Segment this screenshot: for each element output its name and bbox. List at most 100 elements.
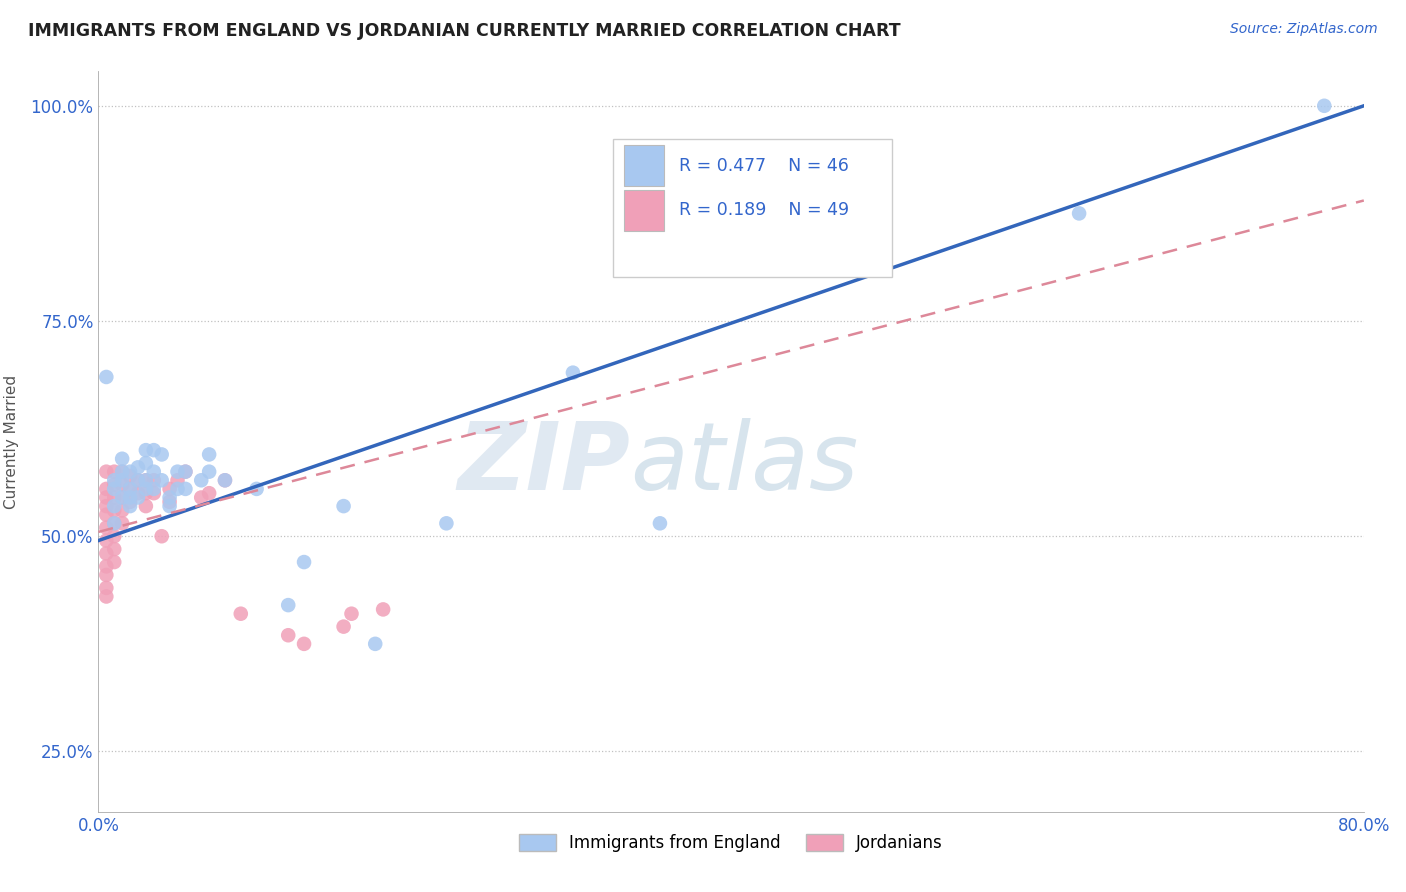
Point: [190, 473, 212, 487]
Point: [96, 521, 118, 535]
Point: [120, 465, 141, 479]
Point: [166, 482, 188, 496]
Point: [103, 465, 125, 479]
Bar: [613, 139, 891, 277]
Point: [436, 516, 458, 531]
Point: [561, 366, 585, 380]
Point: [111, 491, 134, 505]
Point: [198, 447, 221, 461]
Point: [292, 637, 315, 651]
Point: [120, 469, 141, 483]
Text: ZIP: ZIP: [457, 417, 630, 509]
Bar: [623, 190, 664, 230]
Point: [214, 473, 236, 487]
Point: [103, 473, 125, 487]
Point: [103, 555, 125, 569]
Point: [150, 529, 173, 543]
Point: [190, 491, 212, 505]
Point: [127, 460, 149, 475]
Point: [96, 590, 118, 604]
Text: atlas: atlas: [630, 418, 858, 509]
Bar: [623, 145, 664, 186]
Point: [246, 482, 269, 496]
Point: [292, 555, 315, 569]
Point: [159, 495, 181, 509]
Point: [277, 628, 299, 642]
Point: [96, 559, 118, 574]
Point: [135, 443, 157, 458]
Point: [214, 473, 236, 487]
Point: [103, 482, 125, 496]
Point: [174, 482, 197, 496]
Text: R = 0.477    N = 46: R = 0.477 N = 46: [679, 157, 849, 175]
Point: [96, 533, 118, 548]
Point: [229, 607, 252, 621]
Point: [135, 482, 157, 496]
Point: [135, 473, 157, 487]
Point: [120, 491, 141, 505]
Point: [111, 473, 134, 487]
Point: [103, 499, 125, 513]
Point: [340, 607, 363, 621]
Point: [371, 602, 394, 616]
Point: [127, 473, 149, 487]
Point: [135, 486, 157, 500]
Point: [135, 473, 157, 487]
Point: [332, 499, 354, 513]
Point: [1067, 206, 1090, 220]
Point: [648, 516, 671, 531]
Point: [96, 568, 118, 582]
Point: [174, 465, 197, 479]
Text: Source: ZipAtlas.com: Source: ZipAtlas.com: [1230, 22, 1378, 37]
Point: [166, 465, 188, 479]
Point: [142, 482, 165, 496]
Point: [96, 499, 118, 513]
Point: [103, 529, 125, 543]
Legend: Immigrants from England, Jordanians: Immigrants from England, Jordanians: [513, 828, 949, 859]
Point: [120, 482, 141, 496]
Point: [111, 491, 134, 505]
Point: [120, 499, 141, 513]
Point: [142, 443, 165, 458]
Point: [166, 473, 188, 487]
Point: [103, 491, 125, 505]
Point: [159, 482, 181, 496]
Point: [135, 456, 157, 470]
Point: [96, 581, 118, 595]
Point: [198, 486, 221, 500]
Point: [111, 477, 134, 491]
Point: [142, 473, 165, 487]
Point: [103, 516, 125, 531]
Point: [103, 516, 125, 531]
Point: [111, 451, 134, 466]
Point: [127, 473, 149, 487]
Point: [111, 503, 134, 517]
Point: [96, 546, 118, 560]
Point: [159, 499, 181, 513]
Point: [142, 465, 165, 479]
Point: [103, 542, 125, 557]
Point: [96, 508, 118, 522]
Point: [120, 495, 141, 509]
Point: [103, 477, 125, 491]
Point: [111, 516, 134, 531]
Point: [103, 503, 125, 517]
Point: [364, 637, 387, 651]
Point: [159, 491, 181, 505]
Point: [150, 473, 173, 487]
Text: IMMIGRANTS FROM ENGLAND VS JORDANIAN CURRENTLY MARRIED CORRELATION CHART: IMMIGRANTS FROM ENGLAND VS JORDANIAN CUR…: [28, 22, 901, 40]
Point: [127, 486, 149, 500]
Point: [198, 465, 221, 479]
Point: [277, 598, 299, 612]
Point: [332, 619, 354, 633]
Point: [96, 465, 118, 479]
Point: [96, 370, 118, 384]
Point: [1313, 99, 1336, 113]
Y-axis label: Currently Married: Currently Married: [4, 375, 20, 508]
Point: [142, 486, 165, 500]
Point: [111, 465, 134, 479]
Point: [96, 491, 118, 505]
Text: R = 0.189    N = 49: R = 0.189 N = 49: [679, 202, 849, 219]
Point: [96, 482, 118, 496]
Point: [120, 482, 141, 496]
